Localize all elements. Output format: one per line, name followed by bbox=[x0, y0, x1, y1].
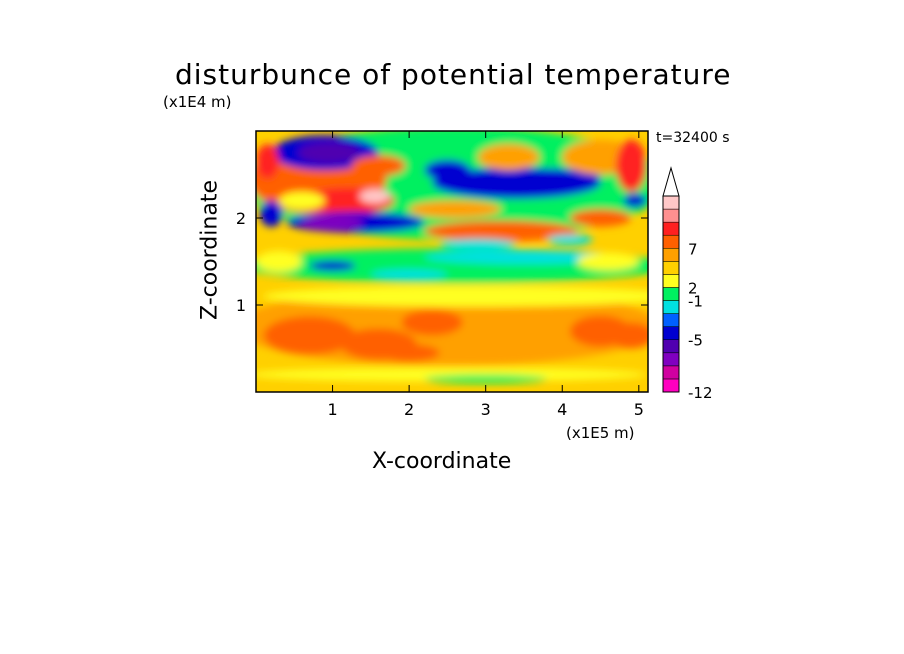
colorbar-swatch bbox=[662, 339, 680, 354]
x-tick-label: 3 bbox=[481, 400, 491, 419]
colorbar-swatch bbox=[662, 248, 680, 262]
colorbar-swatch bbox=[662, 352, 680, 367]
field-region bbox=[569, 209, 632, 227]
field-region bbox=[301, 215, 364, 230]
field-region bbox=[615, 139, 647, 192]
field-region bbox=[340, 328, 417, 360]
x-tick-label: 1 bbox=[327, 400, 337, 419]
field-region bbox=[263, 316, 356, 355]
field-region bbox=[256, 248, 648, 284]
colorbar-swatch bbox=[662, 261, 680, 275]
field-region bbox=[359, 189, 390, 204]
field-region bbox=[439, 238, 517, 250]
y-axis-unit: (x1E4 m) bbox=[163, 93, 232, 111]
y-axis-label: Z-coordinate bbox=[197, 180, 223, 320]
field-region bbox=[409, 200, 501, 218]
colorbar-swatch bbox=[662, 300, 680, 314]
x-tick-label: 4 bbox=[557, 400, 567, 419]
field-region bbox=[256, 144, 279, 179]
x-tick-label: 5 bbox=[634, 400, 644, 419]
field-region bbox=[286, 211, 425, 233]
field-region bbox=[401, 309, 463, 336]
colorbar-swatch bbox=[662, 234, 680, 249]
colorbar-tick-label: -5 bbox=[688, 332, 703, 350]
time-label: t=32400 s bbox=[656, 130, 730, 146]
colorbar-frame bbox=[662, 195, 680, 393]
field-region bbox=[271, 135, 379, 171]
colorbar: 7 2-1 -5 -12 bbox=[662, 166, 713, 402]
colorbar-tick-label: 7 bbox=[688, 240, 698, 258]
colorbar-swatch bbox=[662, 365, 680, 380]
field-region bbox=[278, 191, 325, 210]
colorbar-tick-label: -1 bbox=[688, 293, 703, 311]
field-region bbox=[378, 344, 440, 362]
colorbar-swatch bbox=[662, 274, 680, 288]
field-background bbox=[256, 131, 648, 392]
plot-frame bbox=[255, 130, 649, 393]
field-region bbox=[577, 252, 639, 271]
colorbar-swatch bbox=[662, 208, 680, 223]
field-region bbox=[569, 315, 632, 347]
field-region bbox=[424, 220, 578, 242]
field-region bbox=[478, 144, 540, 171]
x-axis-label: X-coordinate bbox=[372, 449, 512, 474]
y-tick-label: 1 bbox=[236, 296, 246, 315]
chart-title: disturbunce of potential temperature bbox=[175, 58, 732, 91]
field-region bbox=[298, 142, 360, 164]
field-region bbox=[301, 187, 394, 214]
field-region bbox=[424, 374, 547, 384]
field-region bbox=[309, 260, 356, 272]
field-region bbox=[546, 234, 593, 245]
field-region bbox=[259, 200, 283, 227]
colorbar-swatch bbox=[662, 195, 680, 210]
field-region bbox=[256, 287, 648, 366]
x-axis-unit: (x1E5 m) bbox=[566, 424, 635, 442]
field-region bbox=[351, 155, 406, 177]
colorbar-swatch bbox=[662, 313, 680, 327]
field-region bbox=[256, 251, 302, 272]
plot-area bbox=[256, 131, 648, 392]
field-region bbox=[623, 193, 647, 208]
field-region bbox=[608, 322, 648, 349]
field-region bbox=[424, 250, 624, 265]
y-tick-label: 2 bbox=[236, 209, 246, 228]
field-region bbox=[470, 322, 578, 358]
field-region bbox=[424, 159, 471, 181]
field-region bbox=[432, 167, 601, 199]
field-region bbox=[370, 269, 448, 280]
field-region bbox=[256, 131, 648, 240]
colorbar-tick-label: 2 bbox=[688, 279, 698, 297]
colorbar-swatch bbox=[662, 221, 680, 236]
field-region bbox=[493, 168, 601, 190]
x-tick-label: 2 bbox=[404, 400, 414, 419]
field-region bbox=[562, 139, 639, 175]
colorbar-extend-arrow bbox=[662, 166, 680, 197]
colorbar-tick-label: -12 bbox=[688, 384, 713, 402]
colorbar-swatch bbox=[662, 326, 680, 340]
field-region bbox=[263, 285, 648, 307]
colorbar-swatch bbox=[662, 378, 680, 393]
field-region bbox=[256, 367, 647, 382]
colorbar-swatch bbox=[662, 287, 680, 301]
field-region bbox=[256, 144, 387, 214]
